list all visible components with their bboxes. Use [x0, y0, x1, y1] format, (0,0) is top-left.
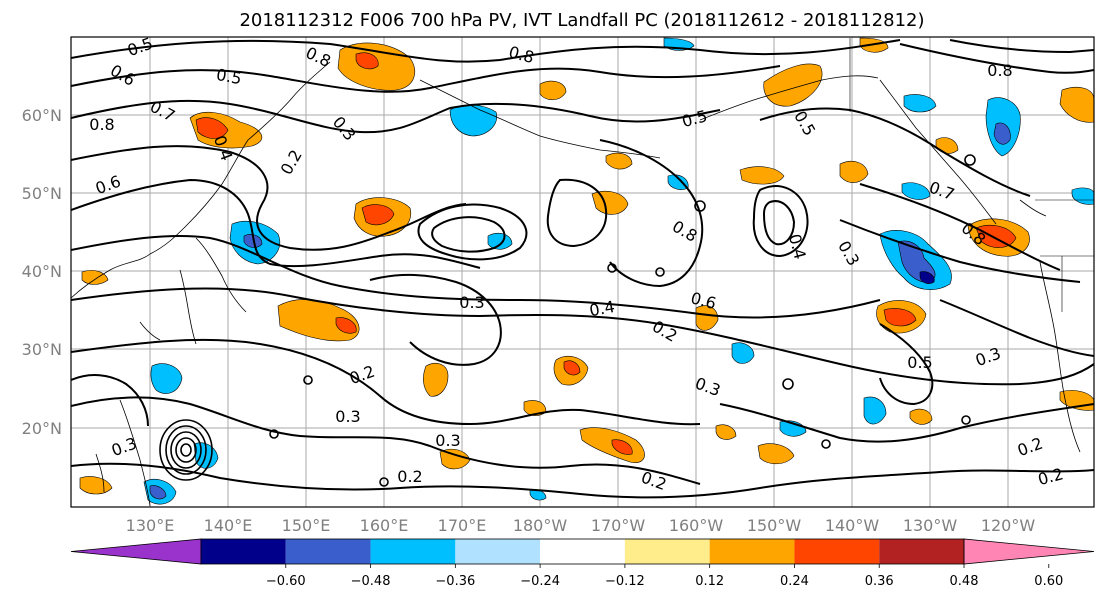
colorbar-tick-label: 0.24 [780, 574, 809, 589]
lon-tick-label: 130°W [903, 516, 958, 535]
colorbar-tick-label: −0.48 [351, 574, 391, 589]
contour-label: 0.8 [89, 115, 114, 134]
anomaly-positive [1059, 87, 1094, 123]
contour-label: 0.8 [987, 61, 1012, 80]
anomaly-negative [901, 182, 931, 200]
anomaly-positive [605, 152, 633, 170]
anomaly-negative-core [919, 271, 935, 284]
contour-label: 0.4 [588, 297, 616, 320]
lon-tick-label: 150°E [282, 516, 331, 535]
colorbar-tick-label: 0.48 [950, 574, 979, 589]
lat-tick-label: 20°N [22, 419, 62, 438]
colorbar: −0.60 −0.48 −0.36 −0.24 −0.12 0.12 0.24 0.36 0.4… [70, 538, 1095, 589]
shaded-anomalies [79, 37, 1094, 505]
contour-label: 0.3 [435, 431, 460, 450]
colorbar-segment [370, 539, 456, 564]
anomaly-negative [487, 232, 513, 250]
lon-tick-label: 180°W [513, 516, 568, 535]
colorbar-extend-max [963, 538, 1095, 565]
lon-tick-label: 170°E [438, 516, 487, 535]
lon-tick-label: 150°W [747, 516, 802, 535]
colorbar-tick-label: 0.60 [1034, 574, 1063, 589]
anomaly-positive [439, 448, 471, 470]
longitude-labels: 130°E 140°E 150°E 160°E 170°E 180°W 170°W 160°W… [126, 516, 1036, 535]
latitude-labels: 60°N 50°N 40°N 30°N 20°N [22, 106, 62, 438]
colorbar-frame [200, 538, 965, 565]
colorbar-segment [285, 539, 371, 564]
anomaly-positive-core [563, 360, 581, 376]
lat-tick-label: 30°N [22, 340, 62, 359]
anomaly-positive-core [883, 308, 917, 327]
anomaly-negative [150, 363, 183, 394]
anomaly-positive [423, 363, 449, 397]
anomaly-negative-core [993, 122, 1011, 145]
small-contours [269, 154, 976, 487]
anomaly-positive-core [611, 439, 633, 455]
coastlines [71, 61, 1081, 507]
lon-tick-label: 170°W [591, 516, 646, 535]
colorbar-tick-label: −0.12 [605, 574, 645, 589]
anomaly-positive-core [195, 117, 229, 139]
anomaly-positive [757, 443, 795, 465]
anomaly-negative [903, 94, 937, 113]
colorbar-tick-label: −0.36 [435, 574, 475, 589]
lat-tick-label: 60°N [22, 106, 62, 125]
anomaly-positive-core [335, 317, 357, 334]
pv-contours [71, 39, 1094, 499]
lon-tick-label: 120°W [981, 516, 1036, 535]
anomaly-negative [863, 396, 887, 425]
contour-label: 0.5 [215, 65, 243, 88]
anomaly-negative-core [149, 485, 167, 500]
contour-label: 0.3 [335, 407, 360, 426]
lon-tick-label: 140°E [204, 516, 253, 535]
colorbar-segment [879, 539, 964, 564]
contour-label: 0.2 [397, 467, 422, 486]
anomaly-positive-core [975, 225, 1017, 248]
anomaly-positive [695, 305, 719, 331]
colorbar-segment [709, 539, 795, 564]
colorbar-segment [794, 539, 880, 564]
anomaly-positive-core [361, 204, 395, 226]
colorbar-segment [455, 539, 541, 564]
anomaly-positive [81, 270, 109, 285]
contour-label: 0.5 [907, 353, 932, 372]
anomaly-positive [539, 80, 567, 101]
lat-tick-label: 40°N [22, 262, 62, 281]
contour-label: 0.3 [459, 293, 484, 312]
colorbar-tick-label: 0.12 [695, 574, 724, 589]
anomaly-positive-core [355, 52, 379, 70]
anomaly-negative [731, 342, 755, 364]
borders [849, 38, 1094, 312]
anomaly-positive [909, 408, 933, 425]
map-frame [70, 36, 1095, 508]
colorbar-segment [201, 539, 286, 564]
colorbar-extend-min [70, 538, 202, 565]
colorbar-tick-label: 0.36 [865, 574, 894, 589]
colorbar-segment [540, 539, 625, 564]
anomaly-positive [739, 166, 785, 185]
anomaly-positive [839, 161, 869, 183]
anomaly-positive [763, 63, 823, 107]
lon-tick-label: 160°E [360, 516, 409, 535]
colorbar-segment [624, 539, 710, 564]
colorbar-tick-label: −0.60 [266, 574, 306, 589]
lon-tick-label: 140°W [825, 516, 880, 535]
map-panel: 0.5 0.80.6 0.50.70.80.60.20.30.40.80.50.40… [70, 36, 1095, 508]
figure-title: 2018112312 F006 700 hPa PV, IVT Landfall… [239, 10, 924, 31]
lon-tick-label: 130°E [126, 516, 175, 535]
colorbar-tick-label: −0.24 [520, 574, 560, 589]
lon-tick-label: 160°W [669, 516, 724, 535]
typhoon-contours [159, 419, 213, 481]
anomaly-positive [715, 424, 737, 440]
lat-tick-label: 50°N [22, 184, 62, 203]
